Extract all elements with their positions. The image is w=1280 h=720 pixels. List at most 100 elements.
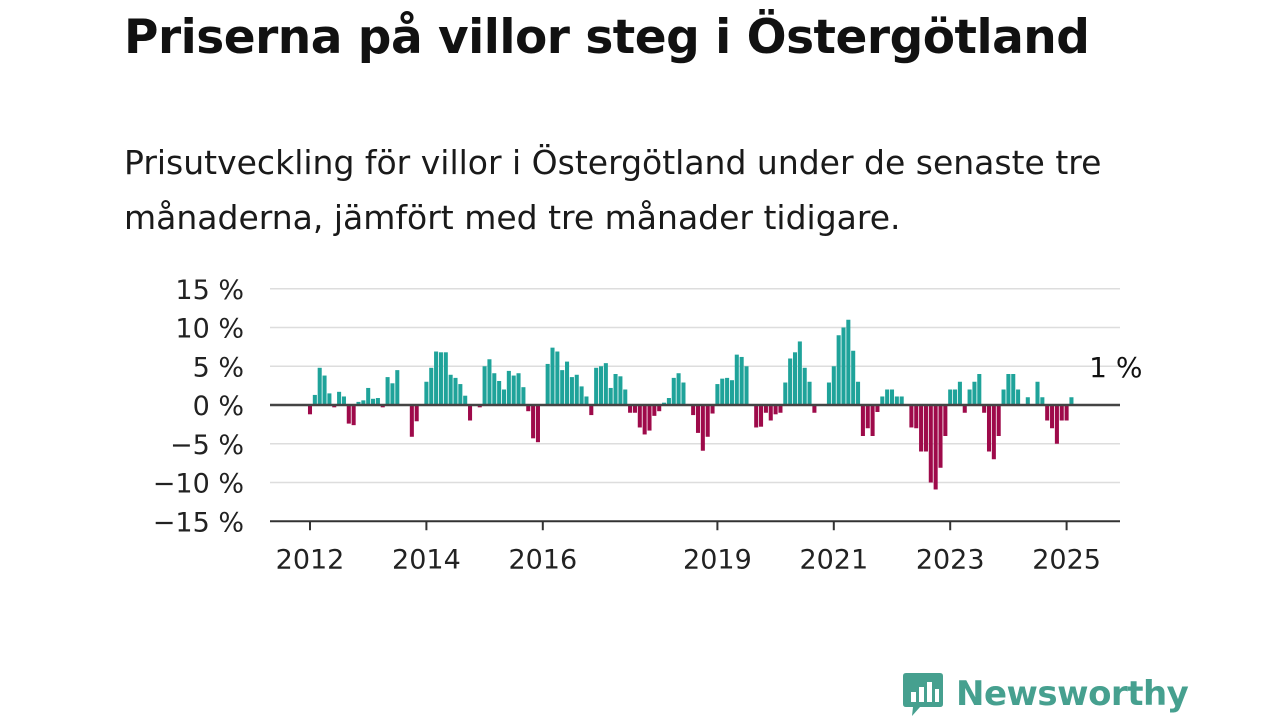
bar — [773, 405, 778, 415]
bar — [996, 405, 1001, 436]
x-tick-label: 2021 — [799, 544, 868, 575]
bar — [943, 405, 948, 436]
bar — [506, 370, 511, 405]
bar — [744, 366, 749, 405]
bar — [710, 405, 715, 414]
bar — [346, 405, 351, 424]
bar — [356, 401, 361, 405]
bar — [632, 405, 637, 413]
bar — [657, 405, 662, 412]
bar — [754, 405, 759, 428]
bar — [914, 405, 919, 429]
bar — [1059, 405, 1064, 421]
bar — [797, 341, 802, 405]
bar — [691, 405, 696, 416]
bar — [831, 366, 836, 405]
bar — [526, 405, 531, 412]
x-tick-label: 2019 — [683, 544, 752, 575]
bar — [642, 405, 647, 435]
tick-labels: 15 % 10 % 5 % 0 % −5 % −10 % −15 % 2012 2014 2016… — [153, 275, 1143, 576]
brand-name: Newsworthy — [956, 674, 1189, 714]
bar — [385, 377, 390, 405]
bar — [603, 363, 608, 405]
bar — [458, 384, 463, 405]
y-tick-label: 15 % — [175, 275, 244, 306]
bar — [826, 382, 831, 405]
chart-subtitle: Prisutveckling för villor i Östergötland… — [124, 143, 1102, 237]
bar — [802, 367, 807, 405]
bar — [438, 352, 443, 405]
newsworthy-logo-icon — [903, 673, 943, 716]
bar — [788, 358, 793, 405]
bar — [361, 400, 366, 405]
bar — [322, 375, 327, 405]
bar — [492, 373, 497, 405]
bar — [545, 363, 550, 405]
bar — [1016, 389, 1021, 405]
bar — [783, 382, 788, 405]
grid-lines — [270, 288, 1120, 484]
bar — [734, 354, 739, 406]
bar — [521, 387, 526, 405]
bar — [676, 373, 681, 405]
bar — [317, 367, 322, 405]
bar — [768, 405, 773, 421]
bar — [865, 405, 870, 429]
bar — [337, 391, 342, 405]
bar — [1006, 374, 1011, 405]
bar — [637, 405, 642, 428]
bar — [429, 367, 434, 405]
bar — [856, 381, 861, 405]
bar — [957, 381, 962, 405]
y-tick-label: 10 % — [175, 314, 244, 345]
bar — [870, 405, 875, 436]
bar — [565, 361, 570, 405]
brand-logo: Newsworthy — [902, 670, 1189, 718]
bar — [511, 375, 516, 405]
bar — [909, 405, 914, 428]
bar — [991, 405, 996, 460]
bar — [851, 350, 856, 405]
bar — [919, 405, 924, 452]
bar — [434, 351, 439, 405]
bar — [341, 396, 346, 406]
bar — [448, 374, 453, 405]
y-tick-label: 0 % — [193, 391, 244, 422]
bar — [841, 327, 846, 405]
bar — [695, 405, 701, 433]
bar — [647, 405, 652, 431]
bar — [739, 356, 744, 405]
bar — [371, 398, 376, 405]
bar — [453, 377, 458, 406]
bar — [468, 405, 473, 421]
bar — [482, 366, 487, 405]
x-tick-label: 2012 — [276, 544, 345, 575]
bar — [720, 378, 725, 405]
bar — [1064, 405, 1069, 421]
bar — [628, 405, 633, 413]
bar — [875, 405, 880, 412]
x-tick-label: 2014 — [392, 544, 461, 575]
y-tick-label: 5 % — [193, 352, 244, 383]
bar — [390, 383, 395, 405]
bar — [928, 405, 933, 483]
bar — [763, 405, 768, 413]
x-tick-label: 2023 — [916, 544, 985, 575]
bar — [535, 405, 540, 443]
bar — [725, 377, 730, 406]
bar — [584, 396, 589, 406]
bar — [613, 374, 618, 405]
bar — [1025, 397, 1030, 405]
bar — [351, 405, 356, 426]
bar — [598, 366, 604, 405]
bar — [880, 396, 885, 406]
x-tick-label: 2025 — [1032, 544, 1101, 575]
bar — [409, 405, 414, 437]
bar — [986, 405, 992, 452]
bar — [574, 374, 579, 405]
bar — [424, 381, 429, 405]
bar — [623, 389, 628, 405]
bar — [463, 395, 468, 405]
bar — [443, 352, 448, 405]
